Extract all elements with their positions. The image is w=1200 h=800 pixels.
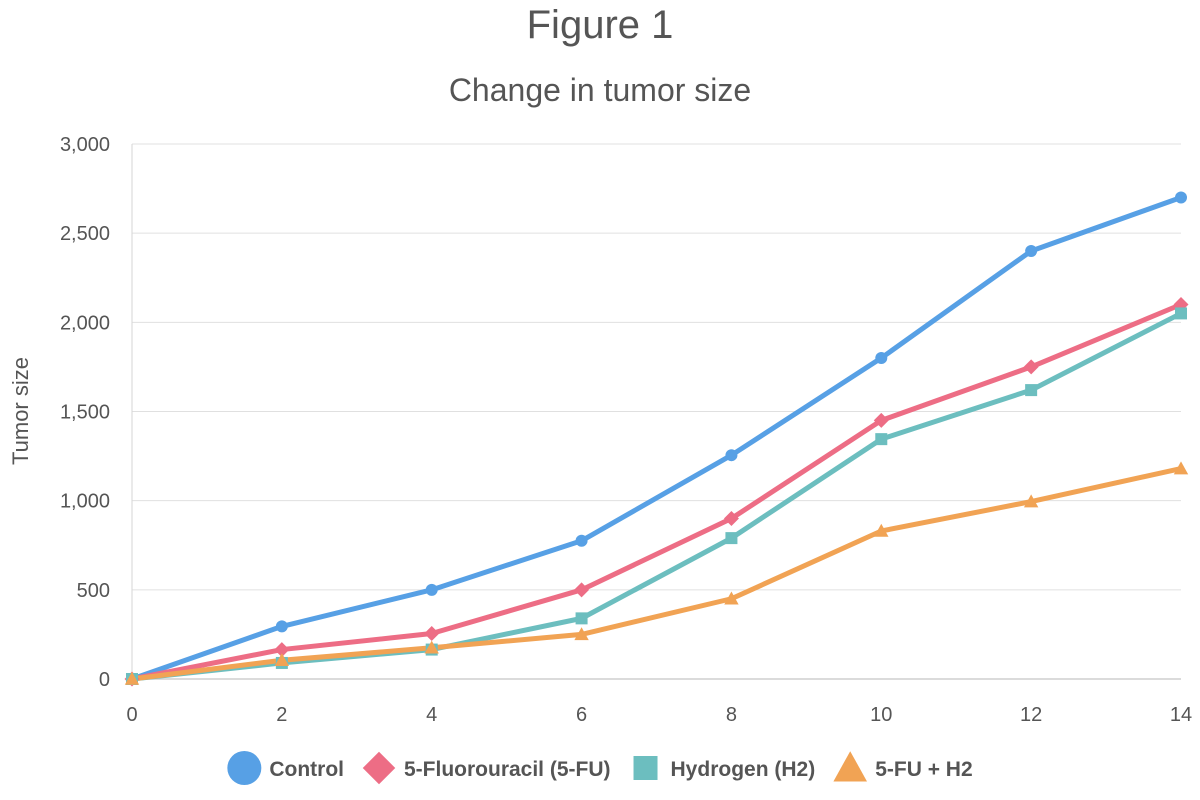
legend-label: Hydrogen (H2): [671, 758, 816, 781]
x-tick-label: 12: [1020, 704, 1042, 726]
data-point-control: [275, 620, 288, 633]
legend-marker-triangle: [833, 751, 868, 782]
legend-marker-circle: [227, 751, 262, 785]
series-line-5-fluorouracil-5-fu: [129, 302, 1184, 682]
series-line-control: [129, 195, 1184, 682]
series-lines: [129, 195, 1184, 682]
x-tick-label: 4: [426, 704, 437, 726]
data-point-5-fu-h2: [1173, 461, 1189, 475]
data-point-hydrogen-h2: [1025, 384, 1038, 397]
data-point-5-fluorouracil-5-fu: [873, 412, 889, 428]
legend-marker-diamond: [362, 751, 396, 785]
y-tick-label: 1,500: [60, 402, 110, 424]
data-point-5-fluorouracil-5-fu: [574, 582, 590, 598]
x-tick-label: 2: [276, 704, 287, 726]
legend-label: 5-Fluorouracil (5-FU): [404, 758, 611, 781]
axes: [131, 144, 1181, 680]
data-point-control: [1025, 245, 1038, 257]
y-tick-label: 500: [77, 580, 110, 602]
data-point-5-fu-h2: [274, 653, 290, 667]
y-tick-label: 2,000: [60, 312, 110, 334]
x-tick-label: 0: [126, 704, 137, 726]
legend-marker-square: [633, 756, 658, 780]
data-point-5-fluorouracil-5-fu: [723, 511, 739, 526]
y-tick-labels: 0 500 1,000 1,500 2,000 2,500 3,000: [60, 134, 110, 691]
series-line-hydrogen-h2: [129, 310, 1184, 682]
data-point-hydrogen-h2: [725, 532, 738, 545]
data-point-hydrogen-h2: [1175, 307, 1187, 320]
x-tick-label: 8: [726, 704, 737, 726]
data-point-5-fu-h2: [1023, 494, 1039, 508]
legend-item-5-fu-h2: 5-FU + H2: [833, 751, 973, 782]
legend-label: Control: [269, 758, 344, 781]
data-point-control: [1175, 191, 1187, 204]
y-axis-title: Tumor size: [8, 357, 33, 465]
data-point-5-fu-h2: [874, 523, 889, 537]
y-tick-label: 0: [99, 669, 110, 691]
x-tick-label: 6: [576, 704, 587, 726]
legend-item-control: Control: [227, 751, 344, 785]
data-point-control: [575, 534, 588, 547]
y-tick-label: 3,000: [60, 134, 110, 156]
data-point-control: [725, 449, 738, 462]
data-point-5-fluorouracil-5-fu: [1023, 359, 1039, 375]
data-point-5-fluorouracil-5-fu: [424, 626, 440, 642]
x-tick-labels: 0 2 4 6 8 10 12 14: [126, 704, 1192, 726]
chart-title: Change in tumor size: [449, 72, 751, 108]
series-markers: [124, 191, 1189, 687]
data-point-hydrogen-h2: [875, 433, 888, 446]
data-point-5-fu-h2: [124, 671, 140, 685]
legend-item-hydrogen-h2: Hydrogen (H2): [633, 756, 816, 781]
x-tick-label: 14: [1170, 704, 1192, 726]
data-point-5-fu-h2: [724, 591, 739, 605]
data-point-5-fluorouracil-5-fu: [274, 642, 290, 658]
gridlines: [132, 143, 1181, 591]
legend: Control 5-Fluorouracil (5-FU) Hydrogen (H2…: [227, 751, 973, 785]
data-point-5-fu-h2: [424, 640, 439, 654]
legend-label: 5-FU + H2: [875, 758, 972, 781]
y-tick-label: 1,000: [60, 491, 110, 513]
data-point-control: [875, 352, 888, 364]
figure-title: Figure 1: [527, 3, 674, 47]
x-tick-label: 10: [870, 704, 892, 726]
legend-item-5-fluorouracil-5-fu: 5-Fluorouracil (5-FU): [362, 751, 611, 785]
y-tick-label: 2,500: [60, 223, 110, 245]
data-point-5-fu-h2: [574, 627, 589, 641]
data-point-hydrogen-h2: [575, 612, 588, 625]
series-line-5-fu-h2: [129, 466, 1184, 682]
data-point-control: [425, 583, 438, 596]
